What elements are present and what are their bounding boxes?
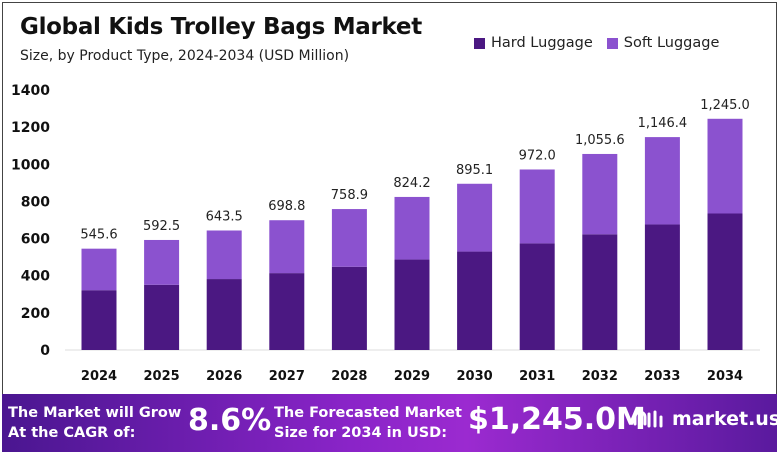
bar-soft-luggage <box>81 248 117 291</box>
x-tick-label: 2029 <box>394 369 430 384</box>
bar-soft-luggage <box>394 196 430 260</box>
y-tick-label: 1200 <box>11 120 50 136</box>
x-tick-label: 2026 <box>206 369 242 384</box>
total-data-label: 895.1 <box>456 163 493 178</box>
bar-hard-luggage <box>81 290 117 350</box>
chart-subtitle: Size, by Product Type, 2024-2034 (USD Mi… <box>20 48 350 64</box>
bar-soft-luggage <box>269 220 305 274</box>
legend-swatch-hard <box>474 37 485 49</box>
bar-soft-luggage <box>457 183 493 252</box>
x-tick-label: 2030 <box>457 369 493 384</box>
bar-soft-luggage <box>707 118 743 214</box>
legend-item-soft: Soft Luggage <box>606 35 720 51</box>
y-tick-label: 0 <box>40 343 50 359</box>
y-tick-label: 200 <box>21 306 50 322</box>
bar-hard-luggage <box>394 259 430 350</box>
bar-hard-luggage <box>582 234 618 350</box>
cagr-value: 8.6% <box>188 403 272 438</box>
cagr-label: The Market will Grow At the CAGR of: <box>8 403 181 443</box>
forecast-label: The Forecasted Market Size for 2034 in US… <box>274 403 462 443</box>
bar-hard-luggage <box>206 279 242 350</box>
total-data-label: 972.0 <box>519 148 556 163</box>
bar-hard-luggage <box>644 224 680 350</box>
forecast-label-line1: The Forecasted Market <box>274 405 462 421</box>
footer-banner: The Market will Grow At the CAGR of: 8.6%… <box>2 394 780 452</box>
bar-hard-luggage <box>707 213 743 350</box>
logo-icon <box>633 410 663 428</box>
forecast-value: $1,245.0M <box>468 402 646 437</box>
bar-soft-luggage <box>519 169 555 244</box>
total-data-label: 643.5 <box>206 209 243 224</box>
bar-chart: 0 200 400 600 800 1000 1200 1400 545.6 2024 592.5 2… <box>11 83 760 384</box>
bar-hard-luggage <box>331 266 367 350</box>
y-tick-label: 600 <box>21 232 50 248</box>
total-data-label: 1,146.4 <box>638 116 688 131</box>
legend-swatch-soft <box>606 37 618 49</box>
bar-soft-luggage <box>644 137 680 225</box>
total-data-label: 545.6 <box>80 228 117 243</box>
legend-item-hard: Hard Luggage <box>474 35 593 51</box>
legend-label-hard: Hard Luggage <box>491 35 593 51</box>
x-tick-label: 2025 <box>144 369 180 384</box>
bar-hard-luggage <box>144 284 180 350</box>
total-data-label: 592.5 <box>143 219 180 234</box>
bar-soft-luggage <box>582 153 618 235</box>
bar-hard-luggage <box>457 251 493 350</box>
total-data-label: 758.9 <box>331 188 368 203</box>
cagr-label-line2: At the CAGR of: <box>8 425 136 441</box>
bar-hard-luggage <box>269 273 305 350</box>
y-tick-label: 1400 <box>11 83 50 99</box>
bar-soft-luggage <box>144 239 180 285</box>
x-tick-label: 2028 <box>331 369 367 384</box>
x-tick-label: 2027 <box>269 369 305 384</box>
x-tick-label: 2034 <box>707 369 743 384</box>
x-tick-label: 2031 <box>519 369 555 384</box>
cagr-label-line1: The Market will Grow <box>8 405 182 421</box>
x-tick-label: 2032 <box>582 369 618 384</box>
total-data-label: 1,245.0 <box>700 98 750 113</box>
market-us-logo: market.us <box>632 408 780 430</box>
y-tick-label: 400 <box>21 269 50 285</box>
legend: Hard Luggage Soft Luggage <box>474 35 719 51</box>
x-tick-label: 2033 <box>644 369 680 384</box>
bar-soft-luggage <box>331 209 367 267</box>
x-tick-label: 2024 <box>81 369 117 384</box>
total-data-label: 1,055.6 <box>575 133 625 148</box>
bar-hard-luggage <box>519 243 555 350</box>
total-data-label: 824.2 <box>393 176 430 191</box>
y-tick-label: 800 <box>21 194 50 210</box>
legend-label-soft: Soft Luggage <box>623 35 720 51</box>
chart-title: Global Kids Trolley Bags Market <box>20 14 422 40</box>
logo-text: market.us <box>672 408 781 430</box>
total-data-label: 698.8 <box>268 199 305 214</box>
forecast-label-line2: Size for 2034 in USD: <box>274 425 448 441</box>
bar-soft-luggage <box>206 230 242 280</box>
y-tick-label: 1000 <box>11 157 50 173</box>
